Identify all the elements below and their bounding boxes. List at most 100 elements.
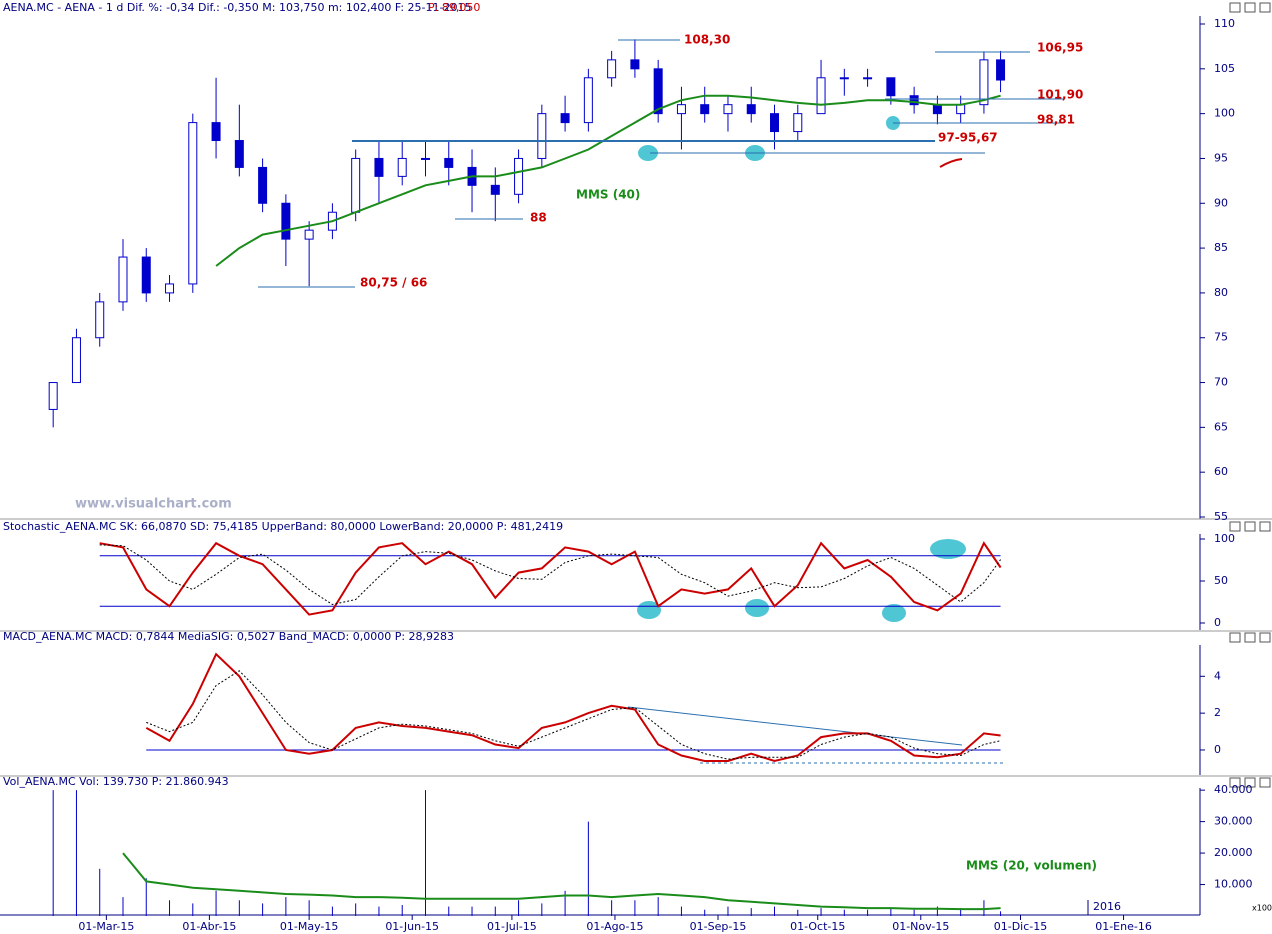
- button[interactable]: [1229, 521, 1241, 532]
- y-tick-label: 2: [1214, 706, 1221, 719]
- price-label: P: 89,050: [428, 1, 480, 14]
- x-tick-label: 01-Nov-15: [892, 920, 949, 933]
- button[interactable]: [1229, 777, 1241, 788]
- candle-body: [770, 113, 780, 133]
- x-tick-label: 01-Ago-15: [586, 920, 643, 933]
- candle-body: [560, 113, 570, 124]
- highlight: [637, 601, 661, 619]
- candle-body: [397, 157, 407, 177]
- candle-body: [141, 256, 151, 294]
- trend-line: [627, 706, 963, 746]
- button[interactable]: [1259, 521, 1271, 532]
- candle-body: [723, 104, 733, 115]
- candle-body: [932, 104, 942, 115]
- candle-body: [211, 122, 221, 142]
- candle-body: [956, 104, 966, 115]
- y-tick-label: 70: [1214, 376, 1228, 389]
- chart-title: AENA.MC - AENA - 1 d Dif. %: -0,34 Dif.:…: [3, 1, 471, 14]
- scale-label: x100: [1252, 904, 1272, 913]
- y-tick-label: 60: [1214, 465, 1228, 478]
- x-tick-label: 01-Dic-15: [994, 920, 1048, 933]
- candle-body: [95, 301, 105, 339]
- annotation-label: 88: [530, 211, 547, 225]
- y-tick-label: 20.000: [1214, 846, 1253, 859]
- candle-body: [909, 95, 919, 106]
- series-line: [99, 544, 1002, 606]
- candle-body: [996, 59, 1006, 81]
- candle-body: [863, 77, 873, 80]
- y-tick-label: 10.000: [1214, 878, 1253, 891]
- button[interactable]: [1244, 777, 1256, 788]
- button[interactable]: [1229, 2, 1241, 13]
- y-tick-label: 105: [1214, 62, 1235, 75]
- y-tick-label: 0: [1214, 743, 1221, 756]
- candle-body: [420, 157, 430, 160]
- y-tick-label: 30.000: [1214, 815, 1253, 828]
- candle-body: [444, 157, 454, 168]
- candle-body: [839, 77, 849, 80]
- annotation-label: 98,81: [1037, 113, 1075, 127]
- x-tick-label: 01-Jul-15: [487, 920, 537, 933]
- y-tick-label: 0: [1214, 616, 1221, 629]
- panel-title: Stochastic_AENA.MC SK: 66,0870 SD: 75,41…: [3, 520, 563, 533]
- highlight: [930, 539, 966, 559]
- y-tick-label: 100: [1214, 532, 1235, 545]
- button[interactable]: [1229, 632, 1241, 643]
- series-line: [215, 94, 1001, 267]
- candle-body: [583, 77, 593, 124]
- y-tick-label: 40.000: [1214, 783, 1253, 796]
- highlights: [637, 116, 966, 622]
- y-tick-label: 90: [1214, 196, 1228, 209]
- series-label: MMS (40): [576, 188, 640, 202]
- watermark: www.visualchart.com: [75, 497, 232, 512]
- candle-body: [351, 157, 361, 213]
- candle-body: [816, 77, 826, 115]
- panel-frames: [0, 16, 1272, 916]
- candle-body: [700, 104, 710, 115]
- y-tick-label: 110: [1214, 17, 1235, 30]
- y-tick-label: 4: [1214, 669, 1221, 682]
- button[interactable]: [1244, 2, 1256, 13]
- x-tick-label: 01-Ene-16: [1095, 920, 1152, 933]
- panel-title: MACD_AENA.MC MACD: 0,7844 MediaSIG: 0,50…: [3, 630, 454, 643]
- y-tick-label: 80: [1214, 286, 1228, 299]
- panel-title: Vol_AENA.MC Vol: 139.730 P: 21.860.943: [3, 775, 229, 788]
- candle-body: [258, 166, 268, 204]
- candle-body: [979, 59, 989, 106]
- x-tick-label: 01-Sep-15: [690, 920, 747, 933]
- candle-body: [537, 113, 547, 159]
- button[interactable]: [1259, 777, 1271, 788]
- candle-body: [653, 68, 663, 115]
- series-line: [145, 652, 1001, 763]
- series-line: [122, 852, 1001, 911]
- candle-body: [676, 104, 686, 115]
- y-tick-label: 100: [1214, 107, 1235, 120]
- candle-body: [71, 337, 81, 384]
- candle-body: [188, 122, 198, 285]
- highlight: [638, 145, 658, 161]
- candle-body: [746, 104, 756, 115]
- button[interactable]: [1259, 2, 1271, 13]
- candle-body: [514, 157, 524, 195]
- series-label: MMS (20, volumen): [966, 859, 1097, 873]
- x-tick-label: 01-Abr-15: [182, 920, 236, 933]
- button[interactable]: [1244, 521, 1256, 532]
- candle-body: [304, 229, 314, 240]
- y-tick-label: 75: [1214, 331, 1228, 344]
- window-buttons: [1229, 2, 1271, 788]
- x-tick-label: 01-Jun-15: [385, 920, 439, 933]
- highlight: [882, 604, 906, 622]
- annotation-label: 101,90: [1037, 88, 1083, 102]
- x-tick-label: 01-Oct-15: [790, 920, 845, 933]
- y-tick-label: 85: [1214, 241, 1228, 254]
- candle-body: [607, 59, 617, 79]
- series-line: [146, 670, 1001, 760]
- annotation-label: 97-95,67: [938, 131, 998, 145]
- candle-body: [234, 140, 244, 168]
- candle-body: [793, 113, 803, 133]
- button[interactable]: [1244, 632, 1256, 643]
- button[interactable]: [1259, 632, 1271, 643]
- candle-body: [281, 202, 291, 240]
